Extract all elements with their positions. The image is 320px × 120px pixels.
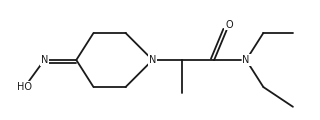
Text: N: N bbox=[243, 55, 250, 65]
Text: HO: HO bbox=[17, 82, 32, 92]
Text: N: N bbox=[41, 55, 48, 65]
Text: N: N bbox=[149, 55, 156, 65]
Text: O: O bbox=[225, 20, 233, 30]
